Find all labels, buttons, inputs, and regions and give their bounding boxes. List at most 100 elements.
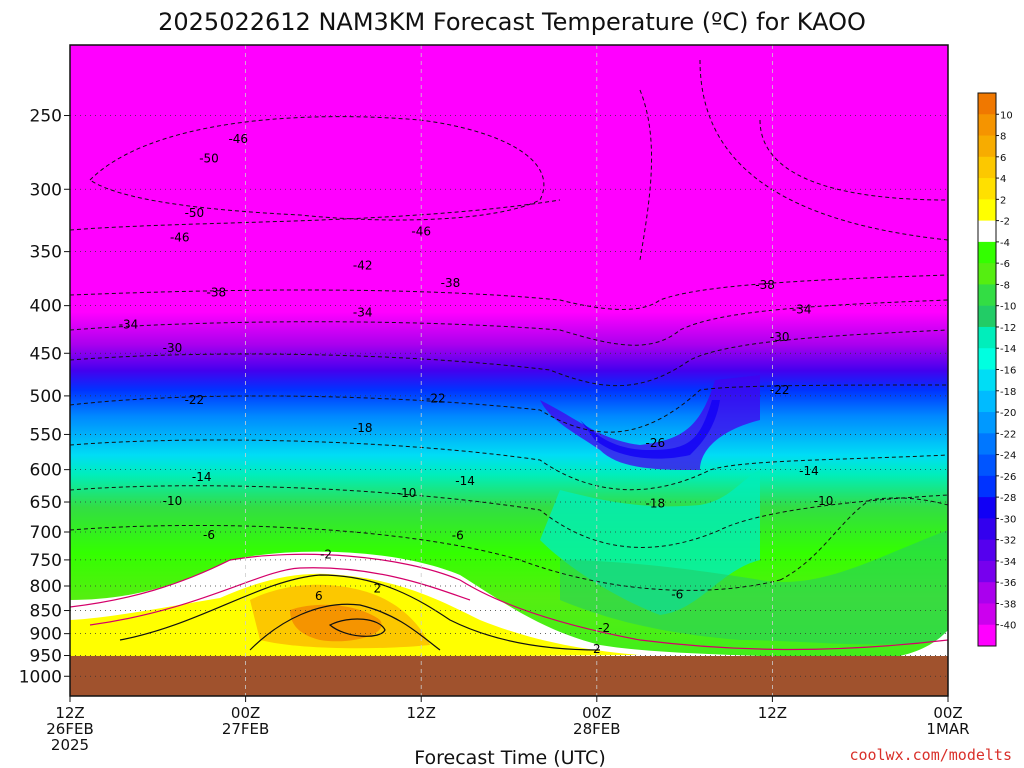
x-tick-label: 00Z	[231, 704, 260, 722]
contour-lines	[70, 59, 948, 591]
colorbar-label: -32	[1000, 536, 1016, 547]
contour-label: -10	[163, 494, 183, 508]
colorbar-label: -12	[1000, 323, 1016, 334]
y-tick-label: 1000	[19, 667, 62, 687]
contour-label: -14	[799, 464, 819, 478]
colorbar-swatch	[978, 241, 996, 264]
colorbar-label: -36	[1000, 578, 1016, 589]
colorbar-swatch	[978, 263, 996, 285]
x-tick-label: 1MAR	[926, 720, 969, 738]
colorbar-label: -6	[1000, 259, 1010, 270]
colorbar-swatch	[978, 114, 996, 137]
contour-label: -30	[770, 330, 790, 344]
colorbar-swatch	[978, 284, 996, 307]
contour-label: -6	[671, 588, 683, 602]
plot-area: -46-50-50-46 -46-42-38-38 -38-34-34 -34-30-…	[70, 45, 948, 696]
colorbar-label: -14	[1000, 344, 1016, 355]
colorbar-label: -10	[1000, 302, 1016, 313]
plot-frame	[69, 44, 949, 697]
y-tick-label: 500	[30, 387, 62, 407]
colorbar-swatch	[978, 603, 996, 626]
colorbar-swatch	[978, 433, 996, 456]
contour-label: -46	[170, 231, 190, 245]
contour-label: -38	[207, 285, 227, 299]
cold-trough-region	[540, 375, 760, 470]
contour-label: -18	[646, 496, 666, 510]
colorbar-swatch	[978, 156, 996, 179]
x-tick-label: 12Z	[55, 704, 84, 722]
contour-label: -6	[203, 528, 215, 542]
x-tick-label: 00Z	[582, 704, 611, 722]
y-tick-label: 400	[30, 297, 62, 317]
x-tick-label: 12Z	[407, 704, 436, 722]
colorbar-swatch	[978, 560, 996, 583]
contour-label: -38	[755, 278, 775, 292]
x-tick-label: 2025	[51, 736, 89, 754]
colorbar-label: -34	[1000, 557, 1016, 568]
x-tick-label: 28FEB	[573, 720, 620, 738]
colorbar-label: -38	[1000, 599, 1016, 610]
contour-label: 2	[593, 642, 601, 656]
colorbar-label: -24	[1000, 451, 1016, 462]
colorbar-label: -18	[1000, 387, 1016, 398]
y-tick-label: 750	[30, 551, 62, 571]
colorbar-swatch	[978, 199, 996, 222]
colorbar-label: -40	[1000, 621, 1016, 632]
contour-label: -34	[792, 303, 812, 317]
x-tick-label: 12Z	[758, 704, 787, 722]
y-tick-label: 900	[30, 625, 62, 645]
colorbar-label: -4	[1000, 238, 1010, 249]
contour-label: -14	[192, 470, 212, 484]
x-tick-label: 27FEB	[222, 720, 269, 738]
y-tick-label: 450	[30, 344, 62, 364]
y-tick-label: 650	[30, 493, 62, 513]
colorbar-label: 2	[1000, 195, 1006, 206]
x-axis-title: Forecast Time (UTC)	[414, 747, 605, 768]
contour-label: 6	[315, 589, 323, 603]
y-tick-label: 350	[30, 243, 62, 263]
y-tick-label: 850	[30, 602, 62, 622]
colorbar-swatch	[978, 497, 996, 519]
y-tick-label: 800	[30, 577, 62, 597]
credit-text: coolwx.com/modelts	[849, 746, 1012, 764]
contour-label: -10	[814, 494, 834, 508]
contour-label: -50	[199, 151, 219, 165]
contour-label: -14	[455, 474, 475, 488]
x-tick-label: 26FEB	[46, 720, 93, 738]
y-tick-label: 600	[30, 461, 62, 481]
contour-label: -42	[353, 258, 373, 272]
contour-label: -50	[185, 206, 205, 220]
y-axis: 250 300 350 400 450 500 550 600 650 700 750 800 850 9…	[19, 107, 70, 687]
colorbar-label: 6	[1000, 153, 1006, 164]
contour-label: -2	[320, 547, 332, 561]
colorbar-swatch	[978, 390, 996, 413]
contour-label: -46	[411, 224, 431, 238]
colorbar-label: -30	[1000, 514, 1016, 525]
colorbar-label: -2	[1000, 217, 1010, 228]
freezing-lines	[70, 553, 948, 651]
contour-label: -34	[119, 317, 139, 331]
colorbar-label: -20	[1000, 408, 1016, 419]
colorbar-swatch	[978, 582, 996, 604]
colorbar-swatch	[978, 518, 996, 541]
colorbar-swatch	[978, 475, 996, 498]
colorbar-swatch	[978, 369, 996, 392]
colorbar-swatch	[978, 539, 996, 562]
colorbar-label: 10	[1000, 110, 1013, 121]
colorbar-swatch	[978, 326, 996, 349]
contour-label: -38	[441, 276, 461, 290]
colorbar-swatch	[978, 220, 996, 243]
y-tick-label: 950	[30, 647, 62, 667]
contour-label: -22	[185, 393, 205, 407]
chart-title: 2025022612 NAM3KM Forecast Temperature (…	[158, 8, 866, 36]
colorbar-swatch	[978, 624, 996, 647]
teal-low-region	[560, 530, 948, 645]
colorbar-swatch	[978, 93, 996, 115]
contour-label: -30	[163, 341, 183, 355]
y-tick-label: 550	[30, 425, 62, 445]
contour-label: -26	[646, 436, 666, 450]
colorbar-label: 8	[1000, 132, 1006, 143]
contour-labels: -46-50-50-46 -46-42-38-38 -38-34-34 -34-30-…	[119, 132, 834, 656]
